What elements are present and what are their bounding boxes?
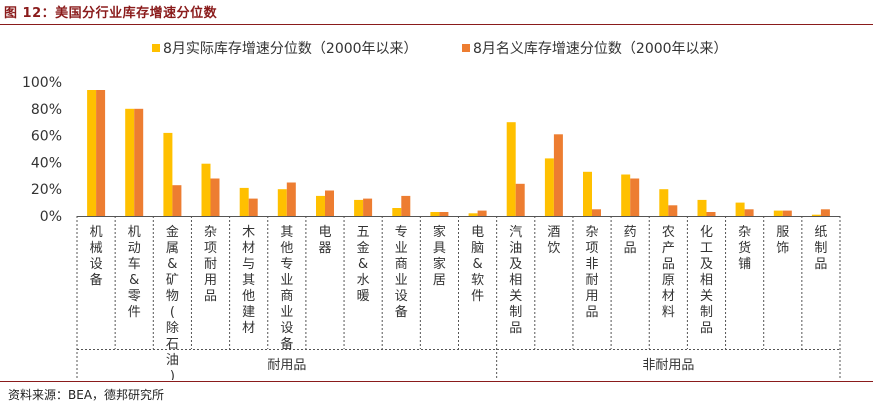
category-label: 金属&矿物(除石油) [166, 224, 179, 380]
legend: 8月实际库存增速分位数（2000年以来） 8月名义库存增速分位数（2000年以来） [152, 41, 728, 57]
bar-actual-4 [239, 187, 249, 216]
bar-nominal-9 [439, 212, 449, 216]
y-tick-label: 40% [31, 155, 62, 171]
y-tick-label: 80% [31, 102, 62, 118]
category-label: 机械设备 [90, 225, 103, 288]
legend-label-1: 8月名义库存增速分位数（2000年以来） [473, 41, 728, 57]
bar-actual-11 [506, 122, 516, 216]
y-tick-label: 0% [40, 209, 62, 225]
category-label: 酒饮 [547, 225, 560, 256]
category-label: 机动车&零件 [128, 225, 141, 320]
group-label-1: 非耐用品 [642, 358, 694, 373]
category-label: 药品 [624, 225, 637, 256]
category-label: 化工及相关制品 [700, 225, 713, 336]
bar-actual-16 [697, 199, 707, 216]
bar-nominal-16 [706, 212, 716, 216]
category-label: 纸制品 [814, 225, 827, 272]
category-groups: 耐用品 非耐用品 [77, 349, 840, 373]
bar-nominal-8 [401, 195, 411, 216]
bar-actual-2 [163, 132, 173, 216]
y-tick-label: 20% [31, 182, 62, 198]
bar-nominal-0 [96, 90, 106, 216]
bar-actual-7 [354, 199, 364, 216]
bar-nominal-19 [820, 209, 830, 216]
bar-nominal-12 [553, 134, 563, 216]
bar-nominal-2 [172, 185, 182, 216]
bar-nominal-11 [515, 183, 525, 216]
category-label: 杂项耐用品 [204, 225, 217, 304]
bar-actual-17 [735, 202, 745, 216]
x-axis: 机械设备 机动车&零件 金属&矿物(除石油) 杂项耐用品 木材与其他建材 其他专业商业设备… [76, 216, 841, 380]
bar-actual-10 [468, 213, 478, 216]
bar-actual-3 [201, 163, 211, 216]
bar-actual-0 [87, 90, 97, 216]
bar-actual-18 [773, 210, 783, 216]
bar-actual-9 [430, 212, 440, 216]
bars [87, 90, 830, 216]
title-rule [0, 24, 873, 25]
category-label: 家具家居 [433, 224, 446, 288]
category-label: 农产品原材料 [662, 225, 675, 320]
y-tick-label: 100% [22, 75, 62, 91]
bar-nominal-3 [210, 178, 220, 216]
bar-nominal-4 [248, 198, 258, 216]
bar-actual-6 [316, 195, 325, 216]
bar-actual-15 [659, 189, 669, 216]
figure-title: 图 12：美国分行业库存增速分位数 [4, 6, 218, 21]
source-note: 资料来源：BEA，德邦研究所 [8, 388, 165, 402]
group-label-0: 耐用品 [267, 358, 306, 373]
category-label: 五金&水暖 [357, 225, 370, 304]
y-axis: 0% 20% 40% 60% 80% 100% [22, 75, 62, 225]
category-label: 电脑&软件 [471, 225, 484, 304]
bar-actual-13 [583, 171, 592, 216]
y-tick-label: 60% [31, 129, 62, 145]
category-label: 汽油及相关制品 [509, 225, 522, 336]
category-label: 专业商业设备 [395, 225, 408, 320]
bar-nominal-1 [134, 108, 144, 216]
legend-swatch-0 [152, 44, 160, 52]
bar-nominal-18 [782, 210, 792, 216]
category-label: 其他专业商业设备 [280, 225, 293, 352]
category-label: 杂货铺 [738, 225, 751, 272]
bar-actual-14 [621, 174, 631, 216]
bar-actual-19 [811, 214, 821, 216]
category-label: 木材与其他建材 [242, 225, 255, 336]
bar-actual-8 [392, 208, 402, 216]
legend-swatch-1 [462, 44, 470, 52]
bar-nominal-7 [363, 198, 373, 216]
bar-chart: 8月实际库存增速分位数（2000年以来） 8月名义库存增速分位数（2000年以来）… [22, 41, 841, 380]
legend-label-0: 8月实际库存增速分位数（2000年以来） [163, 41, 418, 57]
bar-nominal-17 [744, 209, 754, 216]
bar-actual-5 [277, 189, 287, 216]
bar-nominal-5 [286, 182, 296, 216]
category-label: 电器 [318, 225, 331, 256]
bar-nominal-15 [668, 205, 678, 216]
bar-actual-1 [125, 108, 135, 216]
bottom-rule [0, 381, 873, 382]
bar-nominal-10 [477, 210, 487, 216]
category-label: 服饰 [776, 225, 789, 256]
category-label: 杂项非耐用品 [586, 225, 599, 320]
bar-nominal-6 [325, 190, 334, 216]
bar-nominal-13 [592, 209, 601, 216]
bar-actual-12 [544, 158, 554, 216]
bar-nominal-14 [630, 178, 640, 216]
